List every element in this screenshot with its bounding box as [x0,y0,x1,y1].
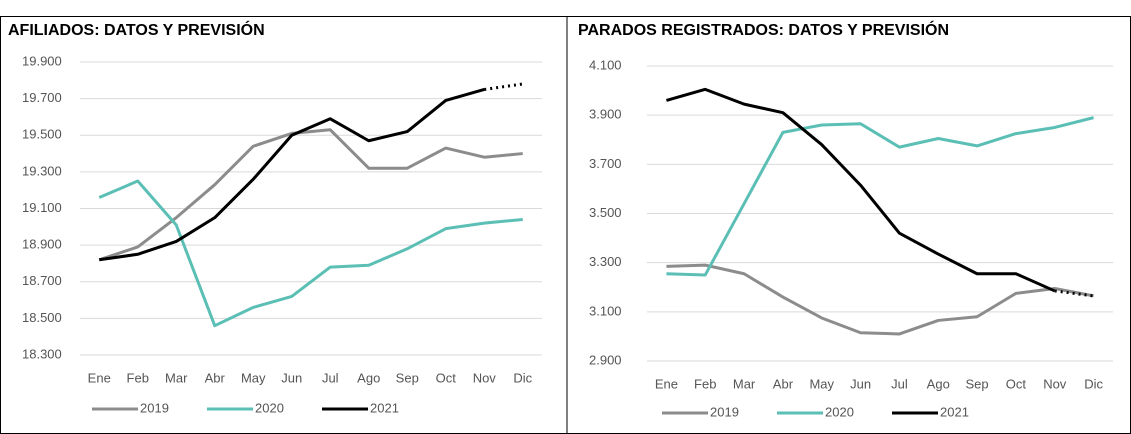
x-tick-label: Sep [396,370,419,385]
x-tick-label: Sep [966,376,989,391]
x-tick-label: Dic [1084,376,1103,391]
x-tick-label: Abr [773,376,794,391]
legend-label: 2021 [370,400,399,415]
legend-label: 2019 [710,404,739,419]
y-tick-label: 19.100 [22,200,62,215]
chart-title: PARADOS REGISTRADOS: DATOS Y PREVISIÓN [578,20,949,39]
chart-title: AFILIADOS: DATOS Y PREVISIÓN [8,20,265,39]
y-tick-label: 3.500 [589,205,622,220]
forecast-line [1054,289,1094,298]
series-line [98,179,523,328]
x-tick-label: Oct [1006,376,1027,391]
x-tick-label: Feb [694,376,716,391]
x-tick-label: Mar [733,376,756,391]
y-tick-label: 18.700 [22,273,62,288]
series-line [666,116,1094,277]
y-tick-label: 19.500 [22,127,62,142]
series-line [666,263,1094,336]
x-tick-label: Jun [850,376,871,391]
x-tick-label: Nov [1043,376,1067,391]
y-tick-label: 3.100 [589,303,622,318]
x-tick-label: Ene [88,370,111,385]
legend-label: 2019 [140,400,169,415]
y-tick-label: 3.300 [589,254,622,269]
series-line [98,128,523,262]
y-tick-label: 19.700 [22,90,62,105]
x-tick-label: Ago [927,376,950,391]
y-tick-label: 2.900 [589,352,622,367]
forecast-line [484,82,523,91]
x-tick-label: May [241,370,266,385]
x-tick-label: Jul [322,370,339,385]
y-tick-label: 18.900 [22,237,62,252]
y-tick-label: 3.900 [589,107,622,122]
legend-label: 2020 [255,400,284,415]
x-tick-label: Jul [891,376,908,391]
y-tick-label: 19.300 [22,163,62,178]
x-tick-label: Ene [655,376,678,391]
x-tick-label: Nov [473,370,497,385]
y-tick-label: 18.500 [22,310,62,325]
x-tick-label: Oct [436,370,457,385]
x-tick-label: Dic [513,370,532,385]
x-tick-label: Mar [165,370,188,385]
x-tick-label: May [809,376,834,391]
x-tick-label: Abr [205,370,226,385]
x-tick-label: Ago [357,370,380,385]
legend-label: 2021 [940,404,969,419]
series-line [99,88,485,262]
y-tick-label: 18.300 [22,346,62,361]
x-tick-label: Jun [281,370,302,385]
y-tick-label: 4.100 [589,57,622,72]
series-line [666,87,1056,293]
legend-label: 2020 [825,404,854,419]
x-tick-label: Feb [127,370,149,385]
y-tick-label: 19.900 [22,53,62,68]
y-tick-label: 3.700 [589,156,622,171]
